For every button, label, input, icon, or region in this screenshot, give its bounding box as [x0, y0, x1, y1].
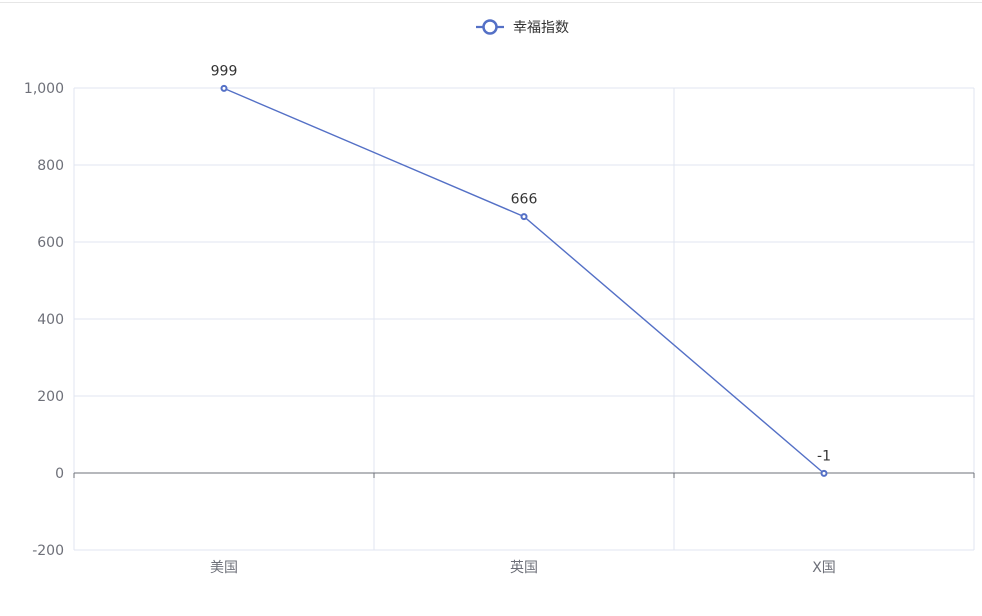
- grid-layer: [73, 87, 975, 551]
- x-tick-label: 美国: [210, 560, 238, 576]
- y-tick-label: 200: [37, 389, 64, 405]
- data-label: 999: [211, 63, 238, 79]
- y-tick-label: 800: [37, 158, 64, 174]
- top-divider: [0, 2, 982, 3]
- y-tick-label: -200: [32, 543, 64, 559]
- data-point[interactable]: [520, 213, 528, 221]
- data-point[interactable]: [220, 84, 228, 92]
- series-layer: 999 666 -1: [211, 63, 831, 477]
- y-tick-label: 0: [55, 466, 64, 482]
- axis-layer: -200 0 200 400 600 800 1,000 美国 英国 X国: [24, 81, 975, 576]
- y-tick-label: 600: [37, 235, 64, 251]
- data-point[interactable]: [820, 469, 828, 477]
- legend[interactable]: 幸福指数: [476, 19, 569, 36]
- data-label: 666: [511, 192, 538, 208]
- series-line: [223, 87, 825, 474]
- y-tick-label: 1,000: [24, 81, 64, 97]
- y-tick-label: 400: [37, 312, 64, 328]
- x-tick-label: 英国: [510, 559, 538, 576]
- legend-marker-icon: [482, 19, 498, 35]
- legend-label: 幸福指数: [513, 20, 569, 36]
- x-tick-label: X国: [812, 560, 836, 576]
- data-label: -1: [817, 448, 831, 464]
